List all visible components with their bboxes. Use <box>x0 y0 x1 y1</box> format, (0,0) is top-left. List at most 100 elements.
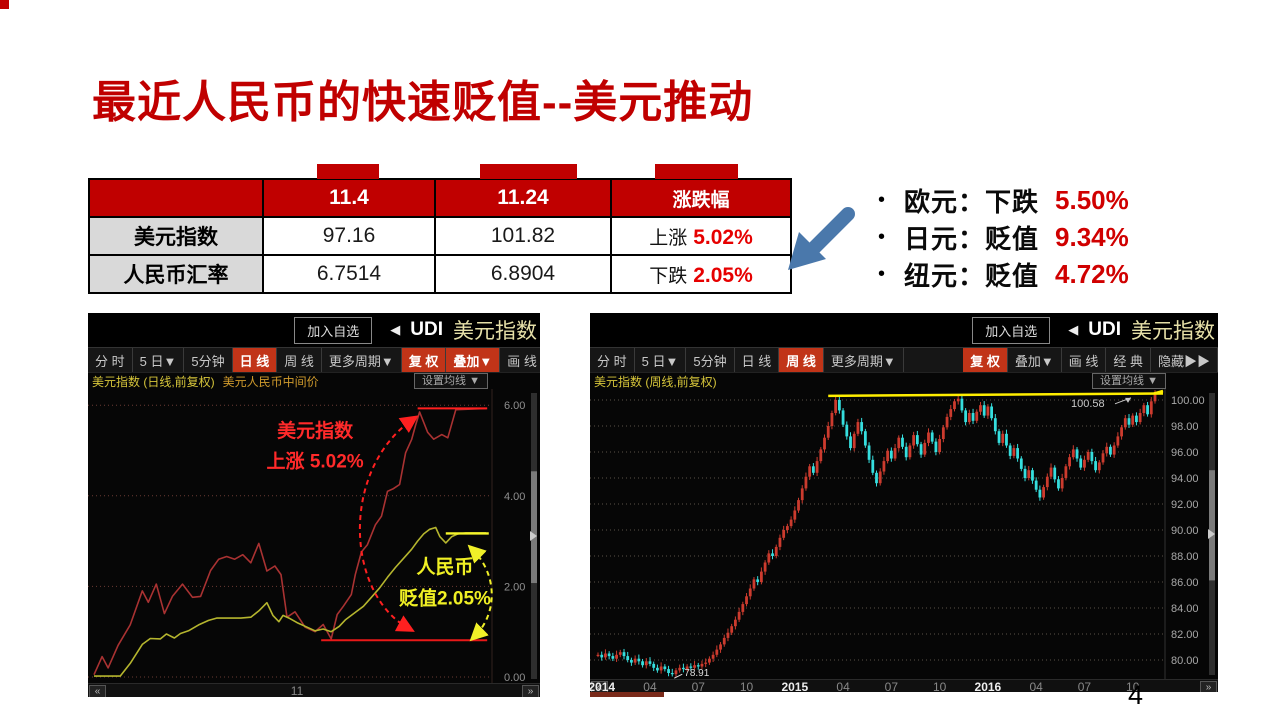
tab-tool[interactable]: 画 线 <box>500 348 540 372</box>
candle-body <box>641 661 644 666</box>
candle-body <box>1019 458 1023 469</box>
corner-mark <box>0 0 9 9</box>
ma-settings-button[interactable]: 设置均线 ▼ <box>1092 373 1166 389</box>
candle-body <box>904 446 908 458</box>
tab-tool[interactable]: 经 典 <box>1106 348 1151 372</box>
tab-period[interactable]: 周 线 <box>277 348 322 372</box>
candle-body <box>767 553 771 563</box>
candle-body <box>1012 448 1016 456</box>
candle-body <box>1135 415 1138 423</box>
back-icon[interactable]: ◀ <box>390 322 401 337</box>
bullet-dot-icon: • <box>878 263 886 285</box>
candle-body <box>1023 468 1027 478</box>
tab-period[interactable]: 日 线 <box>232 348 278 372</box>
candle-body <box>1008 445 1012 456</box>
tab-period[interactable]: 分 时 <box>88 348 133 372</box>
candle-body <box>1138 413 1142 423</box>
candle-body <box>670 673 674 675</box>
tab-period[interactable]: 日 线 <box>735 348 780 372</box>
candle-body <box>771 553 774 556</box>
annotation-text: 贬值2.05% <box>399 587 491 610</box>
tab-period[interactable]: 5分钟 <box>686 348 735 372</box>
candle-body <box>704 662 708 664</box>
tab-period[interactable]: 5分钟 <box>184 348 233 372</box>
y-axis-label: 84.00 <box>1171 603 1199 615</box>
scrollbar-thumb[interactable] <box>531 471 537 584</box>
table-header-row: 11.4 11.24 涨跌幅 <box>88 178 792 218</box>
y-axis-label: 88.00 <box>1171 551 1199 563</box>
bullet-value: 9.34% <box>1055 222 1129 252</box>
scroll-right-button[interactable]: » <box>1200 681 1217 692</box>
tab-period[interactable]: 分 时 <box>590 348 635 372</box>
candle-body <box>685 666 689 670</box>
candle-body <box>930 432 934 442</box>
candle-body <box>867 445 871 460</box>
candle-body <box>897 437 901 449</box>
candle-plot: 100.00 98.00 96.00 94.00 92.00 90.00 88.00 86.0… <box>590 389 1215 679</box>
candle-body <box>719 644 722 650</box>
candle-body <box>941 427 945 439</box>
ma-settings-button[interactable]: 设置均线 ▼ <box>414 373 488 389</box>
tab-period[interactable]: 更多周期▼ <box>824 348 904 372</box>
candle-body <box>797 500 800 511</box>
tab-tool[interactable]: 复 权 <box>401 348 447 372</box>
candle-body <box>611 656 615 659</box>
candle-body <box>648 661 652 664</box>
tab-tool[interactable]: 画 线 <box>1062 348 1107 372</box>
tab-period[interactable]: 5 日▼ <box>635 348 687 372</box>
x-axis-label: 10 <box>1126 680 1140 692</box>
list-item: • 纽元：贬值 4.72% <box>878 256 1129 293</box>
tab-tool[interactable]: 叠加▼ <box>446 348 501 372</box>
trendline <box>828 392 1164 398</box>
tab-period[interactable]: 5 日▼ <box>133 348 185 372</box>
change-direction: 上涨 <box>649 227 688 249</box>
candle-body <box>871 459 875 473</box>
scroll-left-button[interactable]: « <box>591 681 608 692</box>
back-icon[interactable]: ◀ <box>1068 322 1079 337</box>
panel-expand-icon[interactable] <box>1208 529 1215 539</box>
bullet-label: 欧元：下跌 <box>904 187 1040 217</box>
scrollbar-thumb[interactable] <box>1209 470 1215 581</box>
candle-body <box>1079 458 1083 468</box>
y-axis-label: 4.00 <box>504 491 525 503</box>
tab-tool[interactable]: 隐藏▶▶ <box>1151 348 1218 372</box>
scroll-left-button[interactable]: « <box>89 685 106 697</box>
panel-expand-icon[interactable] <box>530 531 537 541</box>
candle-body <box>956 398 960 402</box>
candle-body <box>1105 446 1109 454</box>
add-to-watchlist-button[interactable]: 加入自选 <box>294 316 373 344</box>
bullet-dot-icon: • <box>878 226 886 248</box>
candle-body <box>626 656 630 660</box>
candle-body <box>1049 467 1053 477</box>
tab-period[interactable]: 更多周期▼ <box>322 348 402 372</box>
tab-tool[interactable]: 复 权 <box>963 348 1008 372</box>
table-row: 美元指数 97.16 101.82 上涨 5.02% <box>88 216 792 256</box>
candle-body <box>693 665 696 668</box>
candle-body <box>774 546 778 556</box>
candle-body <box>607 653 611 657</box>
y-axis-label: 98.00 <box>1171 421 1199 433</box>
candle-body <box>834 400 838 413</box>
add-to-watchlist-button[interactable]: 加入自选 <box>972 316 1051 344</box>
candle-body <box>979 405 982 412</box>
candle-body <box>1149 401 1153 415</box>
candle-body <box>1153 392 1157 402</box>
trendline-end <box>1153 389 1164 395</box>
candle-body <box>708 658 711 663</box>
y-axis-label: 100.00 <box>1171 395 1205 407</box>
row-label: 美元指数 <box>88 216 264 256</box>
candle-body <box>659 666 663 671</box>
candle-body <box>923 442 927 455</box>
tab-tool[interactable]: 叠加▼ <box>1008 348 1062 372</box>
scroll-right-button[interactable]: » <box>522 685 539 697</box>
candle-body <box>1016 448 1020 459</box>
candle-body <box>759 571 763 582</box>
x-axis-label: 07 <box>691 680 705 692</box>
candle-body <box>756 579 760 582</box>
tab-period[interactable]: 周 线 <box>779 348 824 372</box>
symbol-code: UDI <box>410 319 443 340</box>
